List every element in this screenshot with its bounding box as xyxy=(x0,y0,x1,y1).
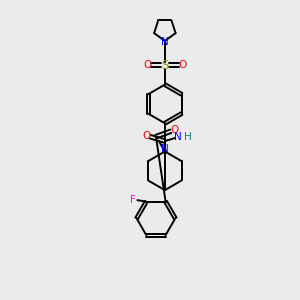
Text: F: F xyxy=(130,195,136,205)
Text: N: N xyxy=(161,143,169,154)
Text: O: O xyxy=(142,131,151,141)
Text: S: S xyxy=(161,59,169,72)
Text: O: O xyxy=(178,60,187,70)
Text: O: O xyxy=(170,125,178,135)
Text: H: H xyxy=(184,132,191,142)
Text: N: N xyxy=(174,132,182,142)
Text: O: O xyxy=(143,60,151,70)
Text: N: N xyxy=(161,37,169,46)
